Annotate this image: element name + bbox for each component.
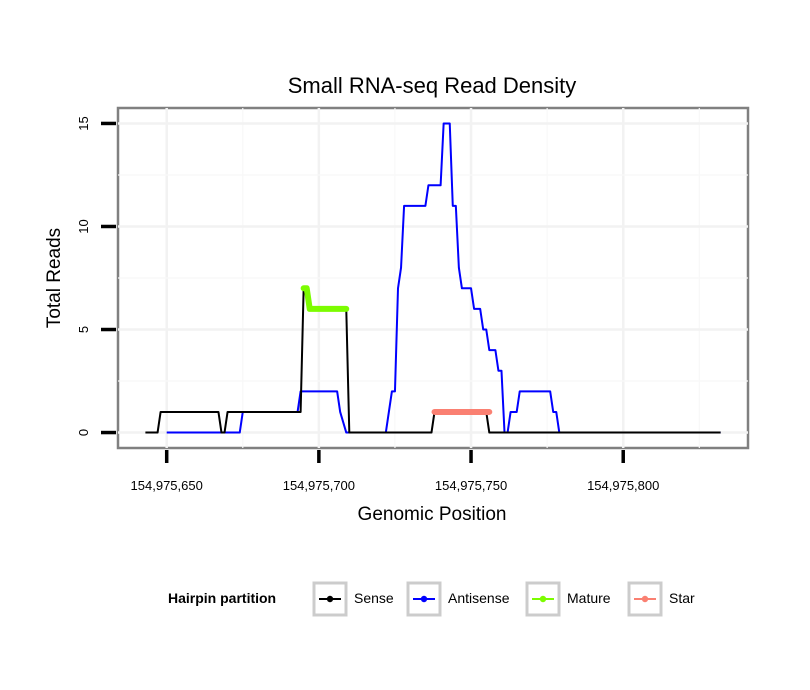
y-tick-label: 10 — [76, 219, 91, 233]
legend-dot-mature — [539, 595, 547, 603]
legend-label-antisense: Antisense — [448, 590, 510, 606]
legend-dot-sense — [326, 595, 334, 603]
y-axis-label: Total Reads — [44, 228, 65, 328]
x-tick-label: 154,975,650 — [131, 478, 203, 493]
series-antisense-line — [166, 122, 721, 434]
legend-dot-antisense — [420, 595, 428, 603]
y-tick-label: 0 — [76, 429, 91, 436]
y-axis: 0 5 10 15 — [76, 116, 116, 436]
legend-label-star: Star — [669, 590, 695, 606]
x-tick-label: 154,975,700 — [283, 478, 355, 493]
legend-label-mature: Mature — [567, 590, 611, 606]
legend-title: Hairpin partition — [168, 590, 276, 606]
chart-title: Small RNA-seq Read Density — [288, 73, 577, 98]
x-axis: 154,975,650 154,975,700 154,975,750 154,975… — [131, 450, 659, 493]
x-axis-label: Genomic Position — [358, 504, 507, 525]
legend: Hairpin partition Sense Antisense Mature St… — [168, 581, 695, 617]
x-tick-label: 154,975,750 — [435, 478, 507, 493]
series-layer — [145, 122, 721, 434]
legend-dot-star — [641, 595, 649, 603]
y-tick-label: 15 — [76, 116, 91, 130]
x-tick-label: 154,975,800 — [587, 478, 659, 493]
series-mature-line — [300, 285, 350, 312]
y-tick-label: 5 — [76, 326, 91, 333]
legend-label-sense: Sense — [354, 590, 394, 606]
